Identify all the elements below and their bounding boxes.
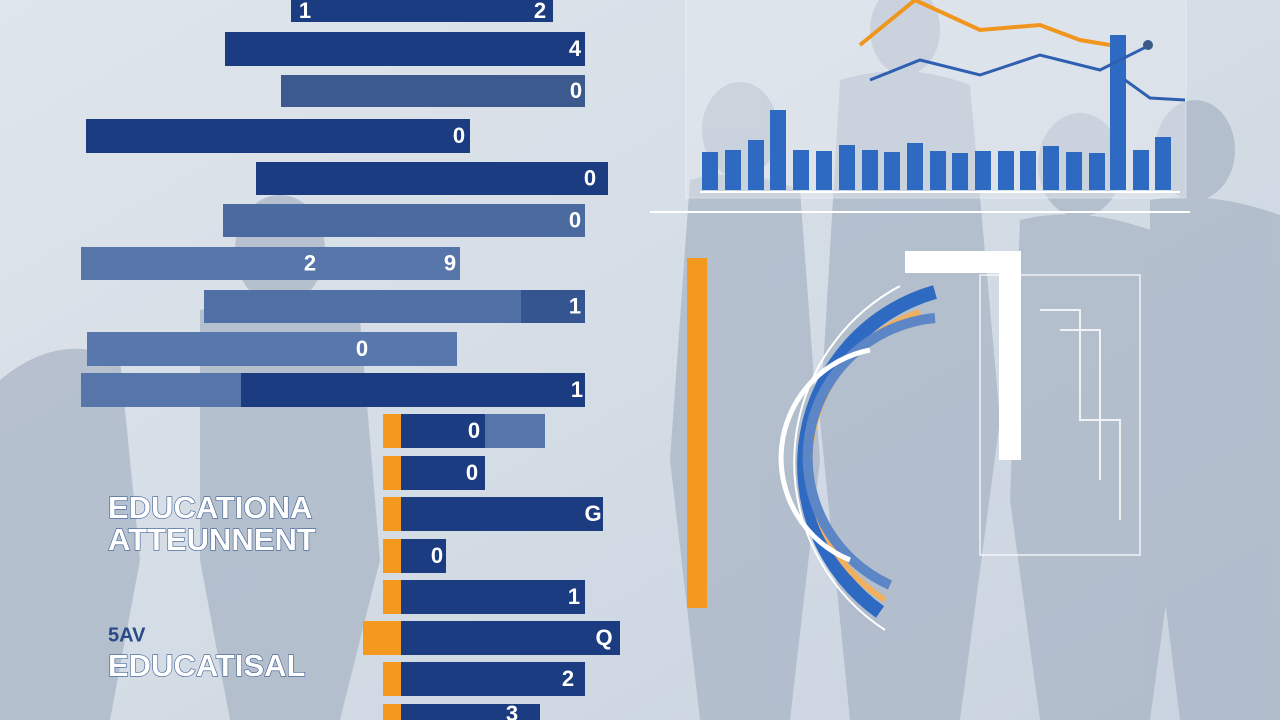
bar [81, 373, 241, 407]
bar-label: 1 [299, 0, 311, 23]
bar-label: 0 [466, 460, 478, 485]
bar-label: 1 [568, 584, 580, 609]
bar [401, 621, 620, 655]
badge: 5AV [108, 624, 146, 646]
bar [401, 704, 540, 720]
bar [241, 373, 585, 407]
bar [485, 414, 545, 448]
bar-label: 0 [356, 336, 368, 361]
bar [383, 662, 401, 696]
bar-label: 2 [534, 0, 546, 23]
bar-label: 0 [453, 123, 465, 148]
bar [401, 414, 485, 448]
mini-chart [650, 0, 1190, 213]
bar-label: 0 [584, 165, 596, 190]
bar-label: 2 [304, 250, 316, 275]
gauge-graphic [687, 251, 1141, 631]
bar [383, 497, 401, 531]
bar [401, 662, 585, 696]
bar-label: 1 [569, 293, 581, 318]
bar-label: Q [595, 625, 612, 650]
bar-label: G [584, 501, 601, 526]
bar [521, 290, 585, 323]
bar [86, 119, 470, 153]
bar-label: 0 [569, 207, 581, 232]
headline: EDUCATISAL [108, 648, 305, 683]
bar [223, 204, 585, 237]
bar [281, 75, 585, 107]
bar [383, 456, 401, 490]
bar-label: 2 [562, 666, 574, 691]
bar [363, 621, 401, 655]
bar [401, 539, 446, 573]
bar [87, 332, 457, 366]
bar [383, 414, 401, 448]
bar [383, 704, 401, 720]
bar-label: 0 [468, 418, 480, 443]
bar [204, 290, 521, 323]
bar [256, 162, 608, 195]
bar-label: 1 [571, 377, 583, 402]
bar [401, 580, 585, 614]
bar-label: 0 [570, 78, 582, 103]
bar [383, 539, 401, 573]
headline: EDUCATIONA [108, 490, 312, 525]
bar [225, 32, 585, 66]
bar [383, 580, 401, 614]
bar [291, 0, 553, 22]
bar-label: 9 [444, 250, 456, 275]
bar [81, 247, 460, 280]
bar-label: 3 [506, 701, 518, 720]
bar-label: 0 [431, 543, 443, 568]
bar-label: 4 [569, 36, 582, 61]
bar [401, 456, 485, 490]
bar [401, 497, 603, 531]
headline: ATTEUNNENT [108, 522, 316, 557]
